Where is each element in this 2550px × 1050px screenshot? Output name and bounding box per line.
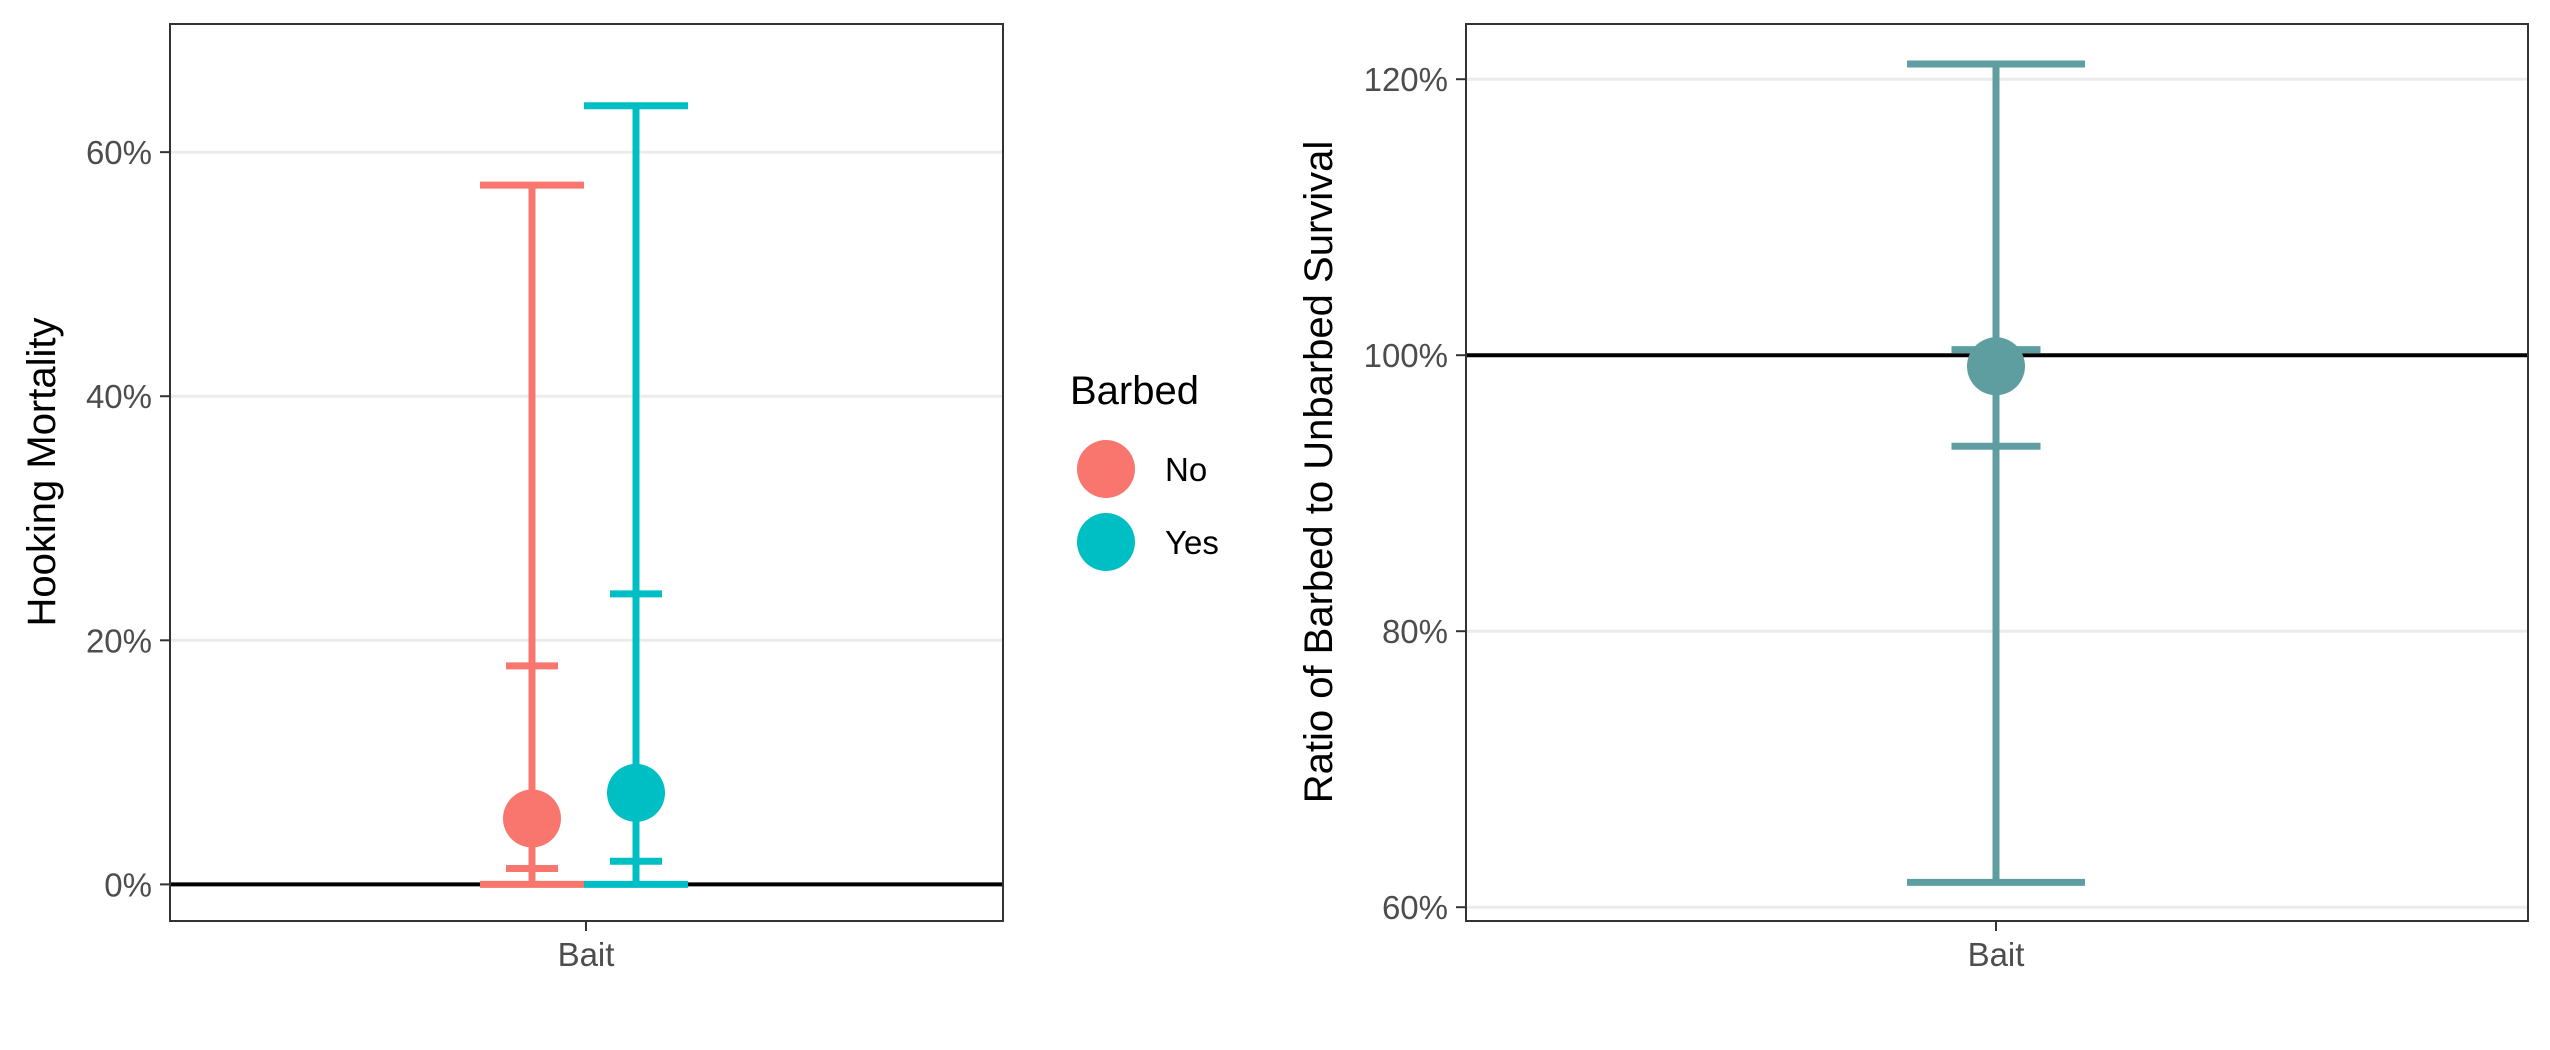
p2-x-tick-label: Bait (1968, 936, 2025, 973)
ratio-y-ticks: 60% 80% 100% 120% (1364, 61, 1466, 926)
mortality-error-bars (480, 102, 688, 888)
ratio-y-axis-title: Ratio of Barbed to Unbarbed Survival (1297, 141, 1341, 804)
p1-y-tick-label: 0% (104, 866, 152, 903)
p1-series-no (480, 181, 584, 888)
legend-key (1077, 513, 1135, 571)
p2-y-tick-label: 60% (1382, 889, 1448, 926)
legend-label: Yes (1165, 524, 1219, 561)
ratio-error-bars (1907, 60, 2085, 886)
legend-item-no: No (1077, 440, 1207, 498)
p2-y-tick-label: 120% (1364, 61, 1448, 98)
p1-x-tick-label: Bait (558, 936, 615, 973)
point-estimate (1967, 337, 2025, 396)
p1-y-tick-label: 40% (86, 378, 152, 415)
ratio-panel: 60% 80% 100% 120% Bait Ratio of Barbed to U… (1297, 23, 2529, 973)
legend: Barbed No Yes (1070, 369, 1219, 571)
mortality-y-axis-title: Hooking Mortality (20, 317, 64, 626)
p1-y-tick-label: 60% (86, 134, 152, 171)
p2-y-tick-label: 80% (1382, 613, 1448, 650)
mortality-panel: 0% 20% 40% 60% Bait Hooking Mortality (20, 23, 1004, 973)
point-estimate (607, 763, 665, 822)
legend-item-yes: Yes (1077, 513, 1219, 571)
legend-key (1077, 440, 1135, 498)
mortality-x-ticks: Bait (558, 921, 615, 973)
legend-title: Barbed (1070, 369, 1199, 413)
mortality-plot-background (170, 24, 1003, 921)
ratio-x-ticks: Bait (1968, 921, 2025, 973)
legend-label: No (1165, 451, 1207, 488)
p1-series-yes (584, 102, 688, 888)
point-estimate (503, 789, 561, 848)
legend-items: No Yes (1077, 440, 1219, 571)
mortality-y-ticks: 0% 20% 40% 60% (86, 134, 170, 903)
p2-series-ratio (1907, 60, 2085, 886)
p1-y-tick-label: 20% (86, 622, 152, 659)
p2-y-tick-label: 100% (1364, 337, 1448, 374)
